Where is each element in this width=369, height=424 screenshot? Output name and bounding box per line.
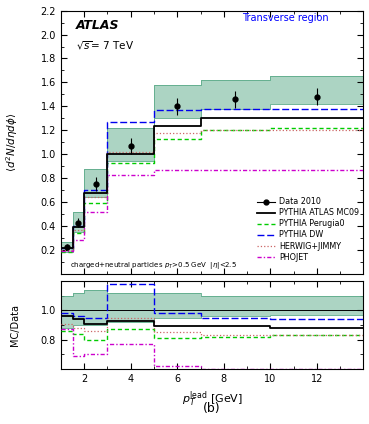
Text: Transverse region: Transverse region [242, 13, 329, 23]
Text: $\sqrt{s}$= 7 TeV: $\sqrt{s}$= 7 TeV [76, 39, 134, 52]
Y-axis label: $\langle d^2N/d\eta d\phi\rangle$: $\langle d^2N/d\eta d\phi\rangle$ [4, 113, 20, 172]
Text: (b): (b) [203, 402, 221, 415]
Text: ATLAS: ATLAS [76, 19, 120, 31]
Legend: Data 2010, PYTHIA ATLAS MC09, PYTHIA Perugia0, PYTHIA DW, HERWIG+JIMMY, PHOJET: Data 2010, PYTHIA ATLAS MC09, PYTHIA Per… [254, 194, 362, 265]
Text: charged+neutral particles $p_T$>0.5 GeV  $|\eta|$<2.5: charged+neutral particles $p_T$>0.5 GeV … [70, 260, 237, 271]
Y-axis label: MC/Data: MC/Data [10, 304, 20, 346]
X-axis label: $p_T^{\mathrm{lead}}$ [GeV]: $p_T^{\mathrm{lead}}$ [GeV] [182, 389, 243, 409]
